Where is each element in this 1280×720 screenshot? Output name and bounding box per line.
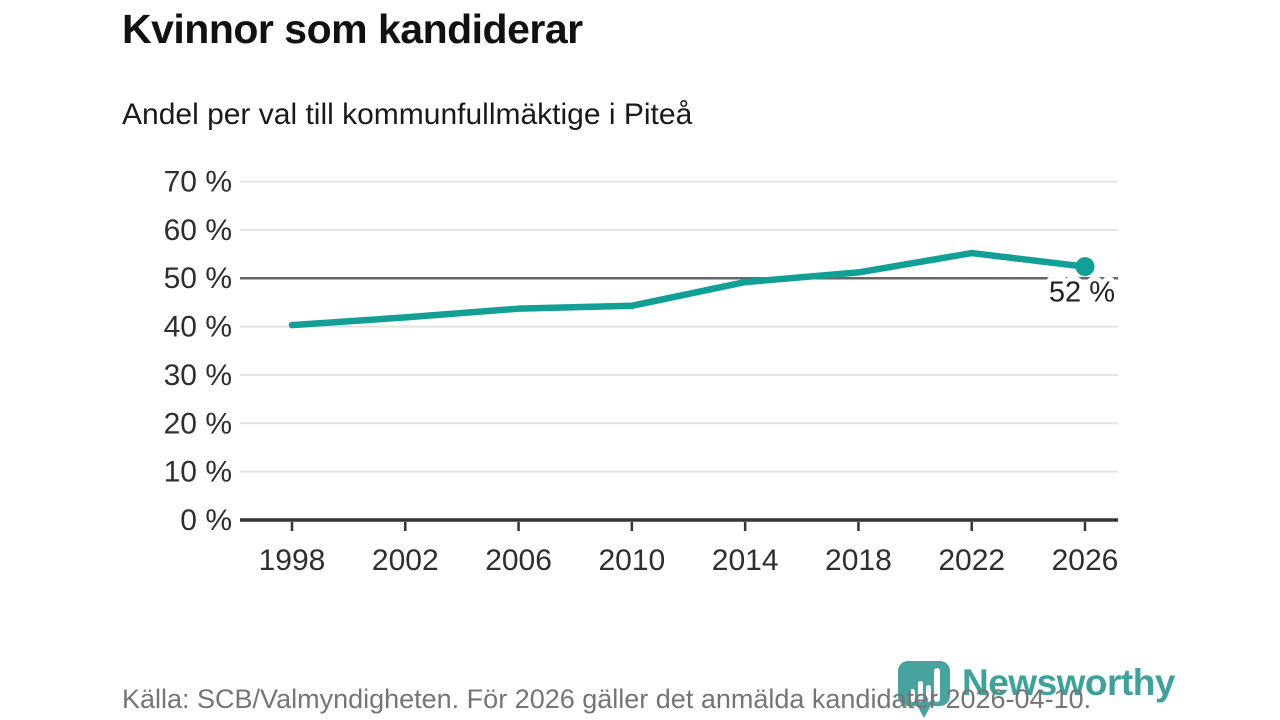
x-tick-label: 2026 (1052, 544, 1119, 577)
bar-glyph (910, 689, 915, 702)
x-tick-label: 1998 (259, 544, 326, 577)
bar-glyph (926, 685, 931, 702)
bar-glyph (934, 668, 940, 702)
y-tick-label: 0 % (180, 504, 232, 537)
x-tick-label: 2018 (825, 544, 892, 577)
end-value-label: 52 % (1049, 277, 1115, 309)
source-note: Källa: SCB/Valmyndigheten. För 2026 gäll… (122, 684, 1092, 714)
y-tick-label: 60 % (164, 214, 232, 247)
newsworthy-logo-text: Newsworthy (962, 662, 1175, 703)
y-tick-label: 30 % (164, 359, 232, 392)
y-tick-label: 50 % (164, 262, 232, 295)
y-tick-label: 20 % (164, 407, 232, 440)
newsworthy-logo-icon (898, 661, 950, 718)
y-tick-label: 70 % (164, 166, 232, 199)
data-line (288, 249, 1089, 329)
x-tick-label: 2010 (598, 544, 665, 577)
newsworthy-logo: Newsworthy (897, 660, 1175, 720)
x-tick-label: 2002 (372, 544, 439, 577)
x-tick-label: 2006 (485, 544, 552, 577)
x-tick-label: 2014 (712, 544, 779, 577)
chart-subtitle: Andel per val till kommunfullmäktige i P… (122, 98, 693, 131)
y-tick-label: 40 % (164, 311, 232, 344)
x-tick-label: 2022 (938, 544, 1005, 577)
page-title: Kvinnor som kandiderar (122, 6, 583, 52)
bar-glyph (918, 681, 923, 702)
y-tick-label: 10 % (164, 456, 232, 489)
end-point-marker (1075, 257, 1095, 277)
